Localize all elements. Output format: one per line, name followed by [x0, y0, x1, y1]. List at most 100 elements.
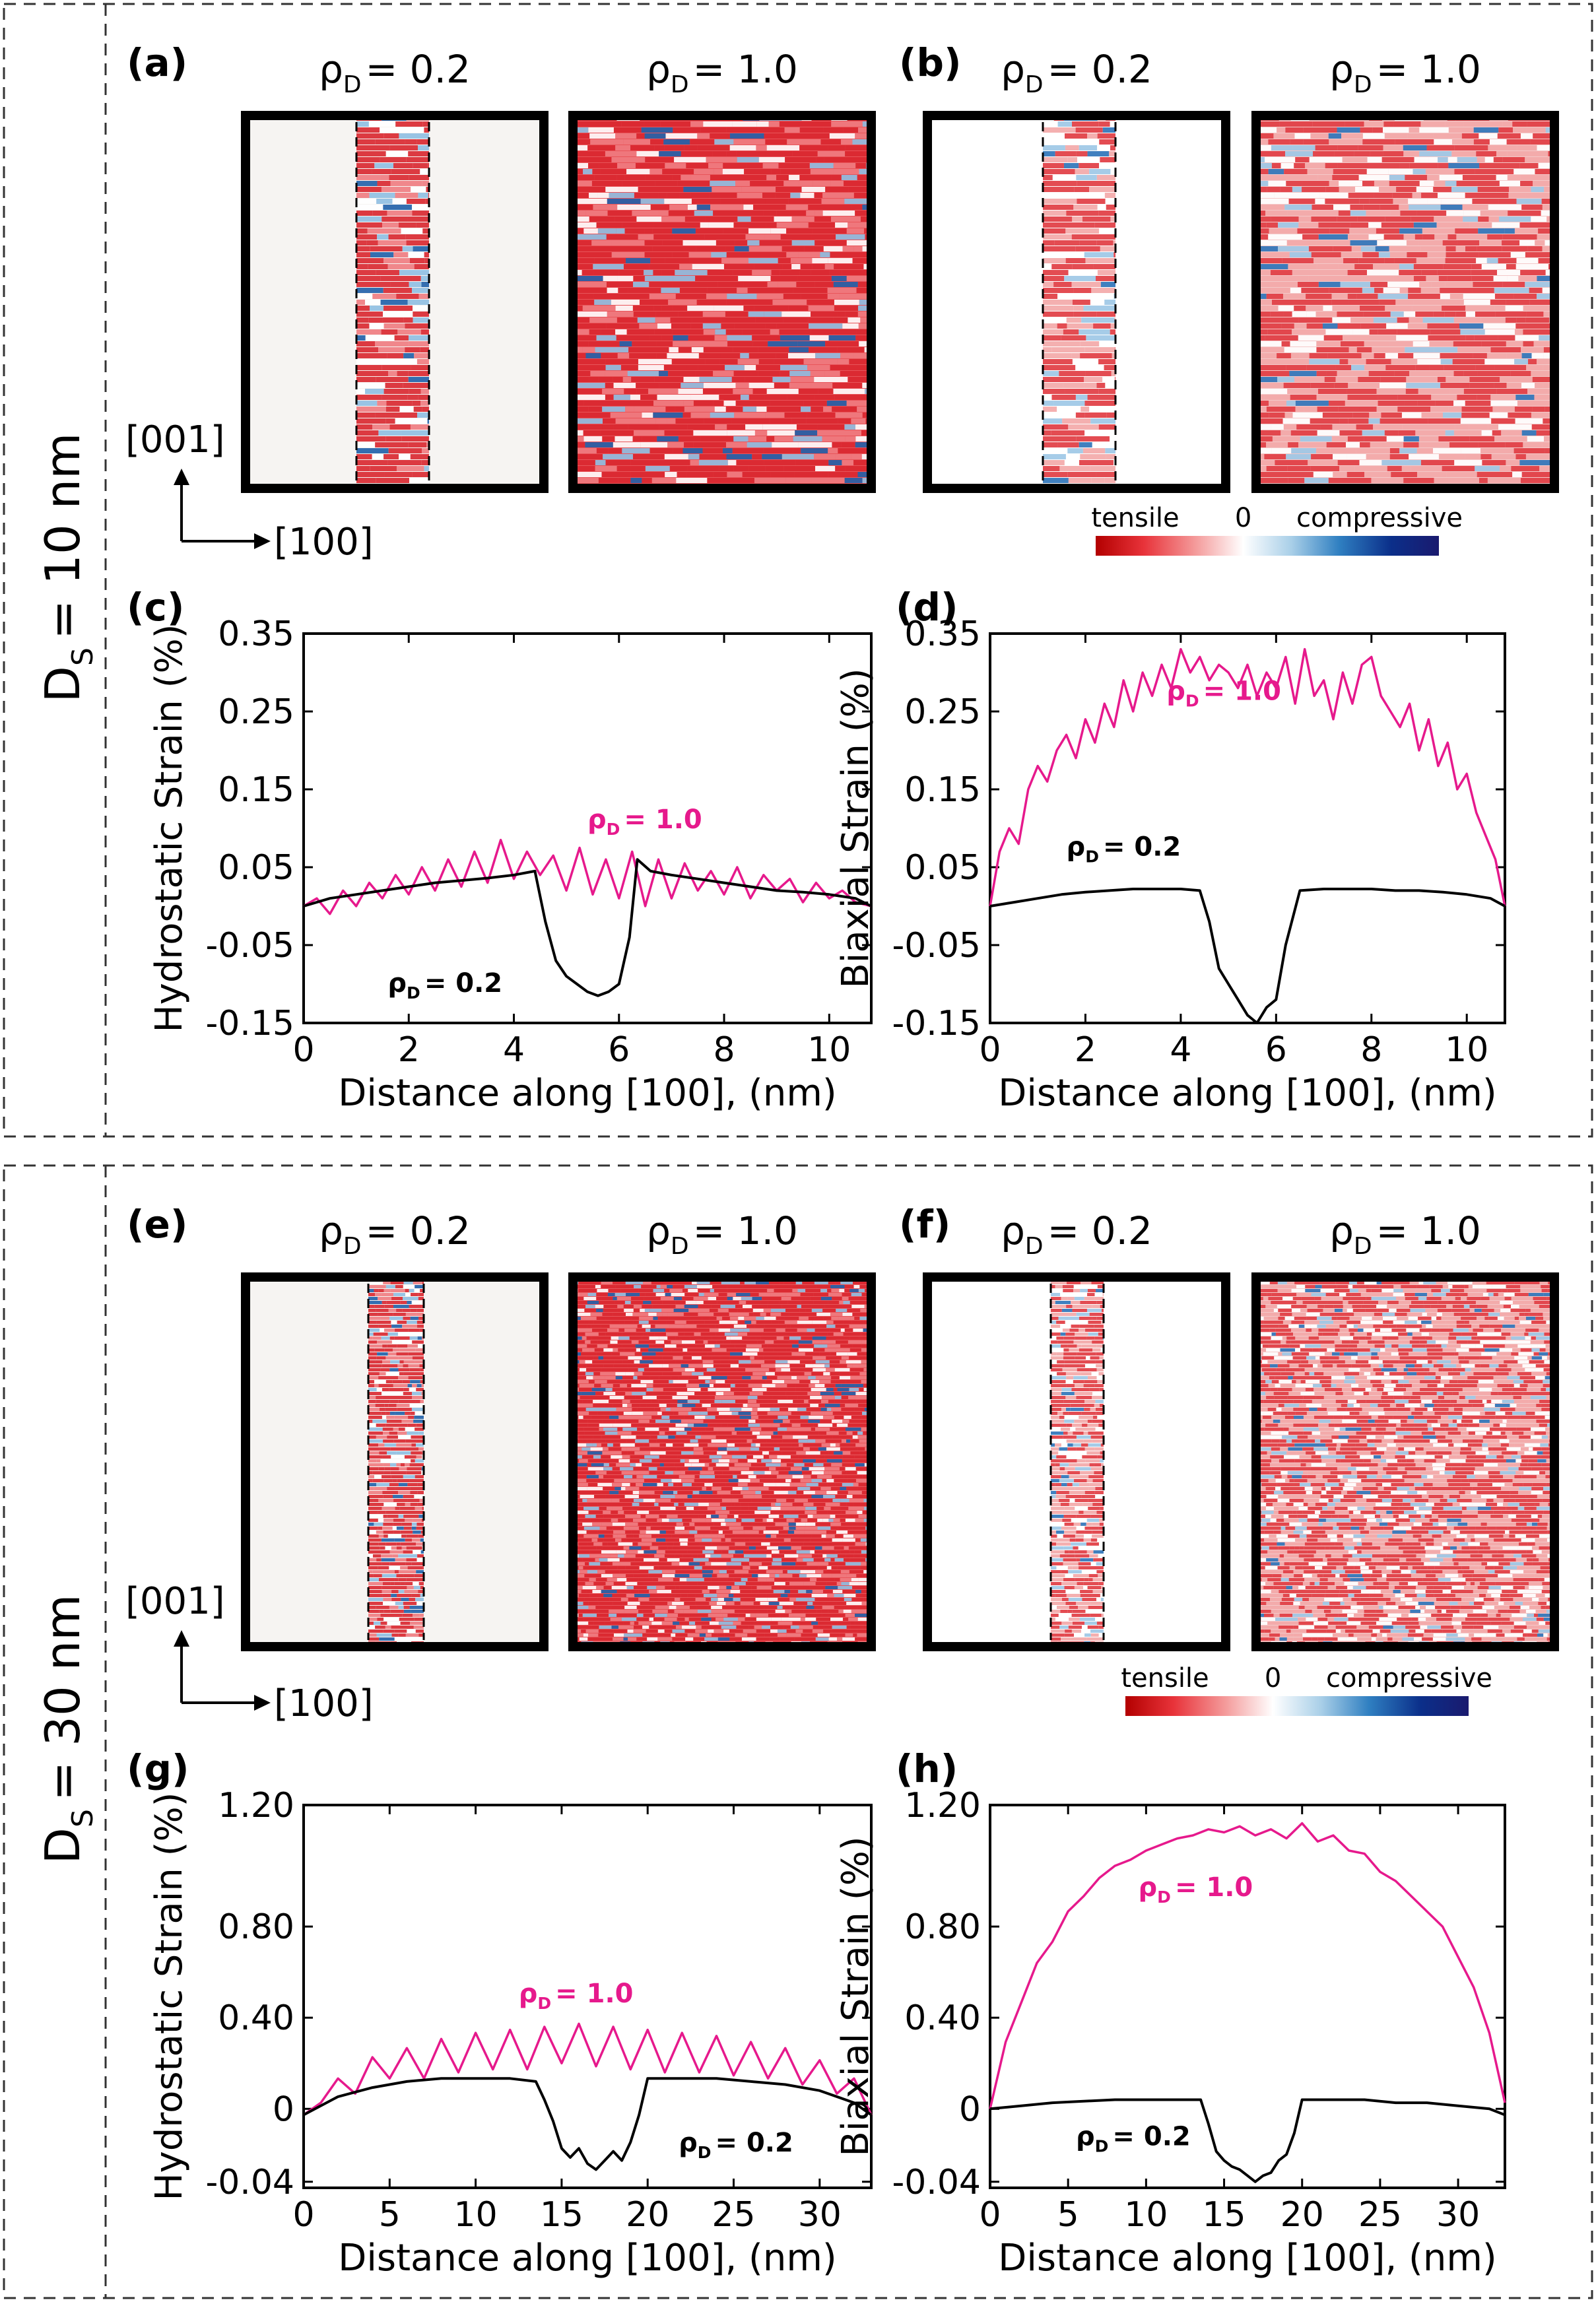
y-tick-label: 0.80	[904, 1907, 981, 1947]
rho-prefix: =	[1047, 47, 1092, 92]
rho-value: 0.2	[1144, 2122, 1191, 2152]
x-tick-label: 15	[540, 2195, 583, 2235]
axis-label-100: [100]	[274, 521, 374, 564]
rho-subscript: D	[537, 1994, 551, 2013]
rho-subscript: D	[343, 1233, 362, 1260]
colorbar: tensile 0 compressive	[1121, 1663, 1492, 1716]
x-axis-label: Distance along [100], (nm)	[998, 1072, 1497, 1115]
strain-map	[573, 1277, 871, 1647]
rho-prefix: =	[1103, 832, 1134, 862]
x-tick-label: 30	[798, 2195, 842, 2235]
plot-frame	[989, 632, 1506, 1024]
series-line-rho-0-2	[989, 888, 1506, 1024]
x-tick-label: 10	[1445, 1030, 1488, 1070]
x-tick-label: 2	[398, 1030, 420, 1070]
rho-prefix: =	[1112, 2122, 1143, 2152]
rho-prefix: =	[1376, 1208, 1420, 1253]
y-tick-label: 1.20	[218, 1786, 294, 1825]
heatmap-panel: (a) ρD = 0.2 ρD = 1.0	[127, 40, 876, 493]
rho-label-left: ρD = 0.2	[1001, 1208, 1152, 1260]
x-axis-label: Distance along [100], (nm)	[338, 1072, 837, 1115]
map-frame-right	[568, 111, 876, 493]
rho-value: 1.0	[655, 805, 702, 835]
svg-text:DS= 10 nm: DS = 10 nm	[35, 433, 100, 703]
y-tick-label: 0.15	[904, 770, 981, 810]
plot-frame	[302, 632, 873, 1024]
rho-value: 1.0	[737, 47, 798, 92]
arrow-up-icon	[174, 1630, 189, 1647]
row-frame-bottom	[3, 1164, 1593, 2299]
x-tick-label: 30	[1436, 2195, 1480, 2235]
map-frame-left	[241, 111, 549, 493]
row-label-sub: S	[66, 647, 100, 666]
rho-value: 1.0	[1234, 676, 1281, 706]
rho-value: 0.2	[1092, 47, 1152, 92]
y-tick-label: -0.04	[892, 2163, 981, 2202]
series-label: ρD = 1.0	[1166, 676, 1281, 710]
rho-prefix: =	[693, 47, 737, 92]
y-tick-label: -0.04	[205, 2163, 294, 2202]
row-label-value: = 30 nm	[35, 1595, 90, 1802]
strain-map	[246, 115, 544, 488]
y-tick-label: -0.15	[205, 1004, 294, 1043]
y-tick-label: 0	[959, 2089, 981, 2129]
row-label-bottom: DS = 30 nm	[35, 1595, 100, 1864]
row-label-main: D	[35, 666, 90, 702]
row-label-main: D	[35, 1827, 90, 1864]
row-label-top: DS = 10 nm	[35, 433, 100, 703]
x-tick-label: 8	[1360, 1030, 1382, 1070]
colorbar-zero: 0	[1265, 1663, 1281, 1694]
map-frame-right	[568, 1272, 876, 1651]
rho-prefix: =	[366, 1208, 410, 1253]
rho-value: 0.2	[1092, 1208, 1152, 1253]
axis-label-100: [100]	[274, 1682, 374, 1725]
rho-value: 0.2	[747, 2128, 793, 2158]
series-line-rho-1-0	[302, 2022, 873, 2116]
rho-subscript: D	[1025, 71, 1044, 98]
strain-map	[573, 115, 871, 488]
panel-letter: (b)	[899, 40, 962, 85]
y-tick-label: 0.80	[218, 1907, 294, 1947]
axes-indicator: [001] [100]	[125, 1580, 374, 1725]
rho-prefix: =	[624, 805, 655, 835]
rho-subscript: D	[671, 1233, 689, 1260]
x-tick-label: 20	[626, 2195, 669, 2235]
colorbar: tensile 0 compressive	[1091, 503, 1463, 556]
panel-letter: (c)	[127, 585, 184, 630]
rho-symbol: ρ	[319, 1208, 343, 1253]
rho-subscript: D	[1095, 2137, 1109, 2156]
rho-subscript: D	[1085, 847, 1099, 866]
series-line-rho-0-2	[303, 2077, 873, 2171]
x-tick-label: 10	[807, 1030, 851, 1070]
rho-symbol: ρ	[1001, 47, 1025, 92]
series-label: ρD = 1.0	[1139, 1872, 1253, 1907]
series-line-rho-0-2	[303, 858, 872, 997]
rho-symbol: ρ	[387, 968, 407, 999]
arrow-right-icon	[254, 1695, 271, 1711]
rho-symbol: ρ	[587, 805, 607, 835]
axes-indicator: [001] [100]	[125, 418, 374, 564]
x-tick-label: 6	[1265, 1030, 1287, 1070]
series-line-rho-1-0	[303, 838, 872, 915]
rho-subscript: D	[1025, 1233, 1044, 1260]
rho-value: 1.0	[737, 1208, 798, 1253]
rho-subscript: D	[671, 71, 689, 98]
colorbar-compressive: compressive	[1296, 503, 1463, 533]
strain-map	[1256, 115, 1554, 488]
rho-subscript: D	[607, 820, 620, 839]
x-tick-label: 10	[454, 2195, 498, 2235]
rho-subscript: D	[1185, 691, 1199, 710]
y-tick-label: -0.15	[892, 1004, 981, 1043]
rho-symbol: ρ	[679, 2128, 698, 2158]
rho-symbol: ρ	[646, 1208, 671, 1253]
y-tick-label: 0.40	[904, 1998, 981, 2038]
colorbar-tensile: tensile	[1091, 503, 1179, 533]
rho-value: 0.2	[410, 1208, 471, 1253]
heatmap-panel: (e) ρD = 0.2 ρD = 1.0	[127, 1202, 876, 1651]
line-chart: (h)0 5 10 15 20 25 30-0.0400.400.801.20Distanc…	[834, 1746, 1506, 2280]
series-line-rho-1-0	[989, 647, 1506, 907]
rho-symbol: ρ	[1067, 832, 1086, 862]
rho-value: 1.0	[1420, 47, 1481, 92]
line-chart: (c) 0 2 4 6 8 10 -0.15 -0.05 0.05 0.15 0.25 0.35 Dist…	[127, 585, 873, 1115]
